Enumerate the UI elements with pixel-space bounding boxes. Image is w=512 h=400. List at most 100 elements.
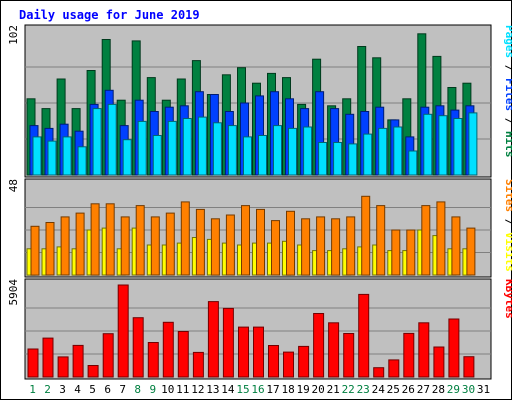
bar-kbytes-day-29 [448,318,460,378]
bar-kbytes-day-10 [162,321,174,378]
day-label-18: 18 [281,383,294,396]
bar-pages-day-5 [92,108,102,176]
bar-pages-day-10 [167,120,177,176]
y-max-label: 48 [7,179,20,192]
bar-pages-day-14 [227,125,237,176]
panel-hits-files-pages: 102 [7,24,492,178]
bar-kbytes-day-26 [403,332,415,378]
bar-pages-day-9 [152,135,162,176]
bar-sites-day-26 [406,229,416,276]
bar-sites-day-17 [271,220,280,276]
bar-sites-day-10 [165,212,175,276]
bar-kbytes-day-6 [102,333,114,378]
bar-kbytes-day-3 [57,356,69,378]
bar-pages-day-6 [107,103,117,176]
day-label-22: 22 [342,383,355,396]
bar-sites-day-14 [225,214,235,276]
day-label-19: 19 [296,383,309,396]
bar-kbytes-day-27 [418,322,430,378]
bar-sites-day-1 [30,225,40,276]
chart-panels: 102 48 5904 [7,24,492,380]
day-label-26: 26 [402,383,415,396]
day-label-17: 17 [266,383,279,396]
day-label-27: 27 [417,383,430,396]
day-label-4: 4 [74,383,81,396]
bar-sites-day-30 [466,227,476,276]
bar-sites-day-21 [331,218,341,276]
bar-sites-day-18 [286,210,295,276]
bar-pages-day-15 [243,136,252,176]
bar-sites-day-13 [210,218,220,276]
series-legend-labels: Pages / Files / Hits Sites / Visits KBytes [503,25,512,319]
bar-kbytes-day-7 [117,284,129,378]
bar-sites-day-6 [105,203,115,276]
bar-sites-day-19 [301,218,311,276]
day-label-5: 5 [89,383,96,396]
day-label-14: 14 [221,383,235,396]
day-label-31: 31 [477,383,490,396]
bar-kbytes-day-1 [27,348,39,378]
day-label-25: 25 [387,383,400,396]
bar-sites-day-22 [346,216,356,276]
bar-pages-day-16 [258,135,267,176]
bar-pages-day-1 [32,136,42,176]
bar-pages-day-4 [77,146,87,176]
bar-kbytes-day-28 [433,346,445,378]
bar-pages-day-22 [348,143,358,176]
x-axis-day-labels: 1 2 3 4 5 6 7 8 9 10 11 12 13 14 15 16 17 18 19 20 21 22 23 24 2… [29,383,490,396]
day-label-1: 1 [29,383,36,396]
day-label-29: 29 [447,383,460,396]
bar-pages-day-18 [288,127,297,176]
bar-pages-day-30 [468,112,478,176]
bar-kbytes-day-30 [463,356,475,378]
legend-label-kbytes: KBytes [503,279,512,319]
day-label-11: 11 [176,383,189,396]
y-max-label: 5904 [7,279,20,306]
panel-kbytes: 5904 [7,278,492,380]
bar-pages-day-25 [393,126,403,176]
bar-pages-day-2 [47,140,57,176]
bar-pages-day-20 [318,142,328,176]
bar-kbytes-day-5 [87,365,99,378]
bar-pages-day-13 [212,122,222,176]
bar-kbytes-day-24 [373,367,385,378]
bar-kbytes-day-12 [192,351,204,378]
legend-label-hits-files-pages: Pages / Files / Hits [503,25,512,158]
bar-pages-day-27 [423,113,433,176]
bar-sites-day-12 [195,208,205,276]
bar-pages-day-26 [408,150,418,176]
bar-sites-day-16 [256,208,265,276]
day-label-8: 8 [134,383,141,396]
bar-kbytes-day-16 [253,326,264,378]
bar-pages-day-24 [378,127,388,176]
panel-visits-sites: 48 [7,178,492,278]
bar-kbytes-day-19 [298,345,310,378]
day-label-10: 10 [161,383,174,396]
bar-pages-day-8 [137,120,147,176]
bar-pages-day-19 [303,126,313,176]
bar-kbytes-day-14 [222,307,234,378]
bar-kbytes-day-13 [207,301,219,378]
bar-kbytes-day-2 [42,337,54,378]
bar-sites-day-23 [361,195,371,276]
day-label-15: 15 [236,383,249,396]
bar-pages-day-17 [273,125,282,176]
bar-sites-day-29 [451,216,461,276]
bar-kbytes-day-11 [177,331,189,378]
bar-pages-day-7 [122,139,132,176]
day-label-9: 9 [149,383,156,396]
bar-pages-day-29 [453,118,463,176]
bar-kbytes-day-4 [72,344,84,378]
bar-sites-day-2 [45,222,55,276]
bar-sites-day-20 [316,216,326,276]
chart-title: Daily usage for June 2019 [19,8,200,22]
bar-pages-day-3 [62,136,72,176]
bar-sites-day-9 [150,216,160,276]
day-label-7: 7 [119,383,126,396]
bar-sites-day-4 [75,212,85,276]
legend-label-visits-sites: Sites / Visits [503,179,512,272]
bar-pages-day-23 [363,133,373,176]
bar-pages-day-28 [438,115,448,176]
bar-sites-day-15 [241,205,250,276]
bar-kbytes-day-22 [343,333,355,378]
